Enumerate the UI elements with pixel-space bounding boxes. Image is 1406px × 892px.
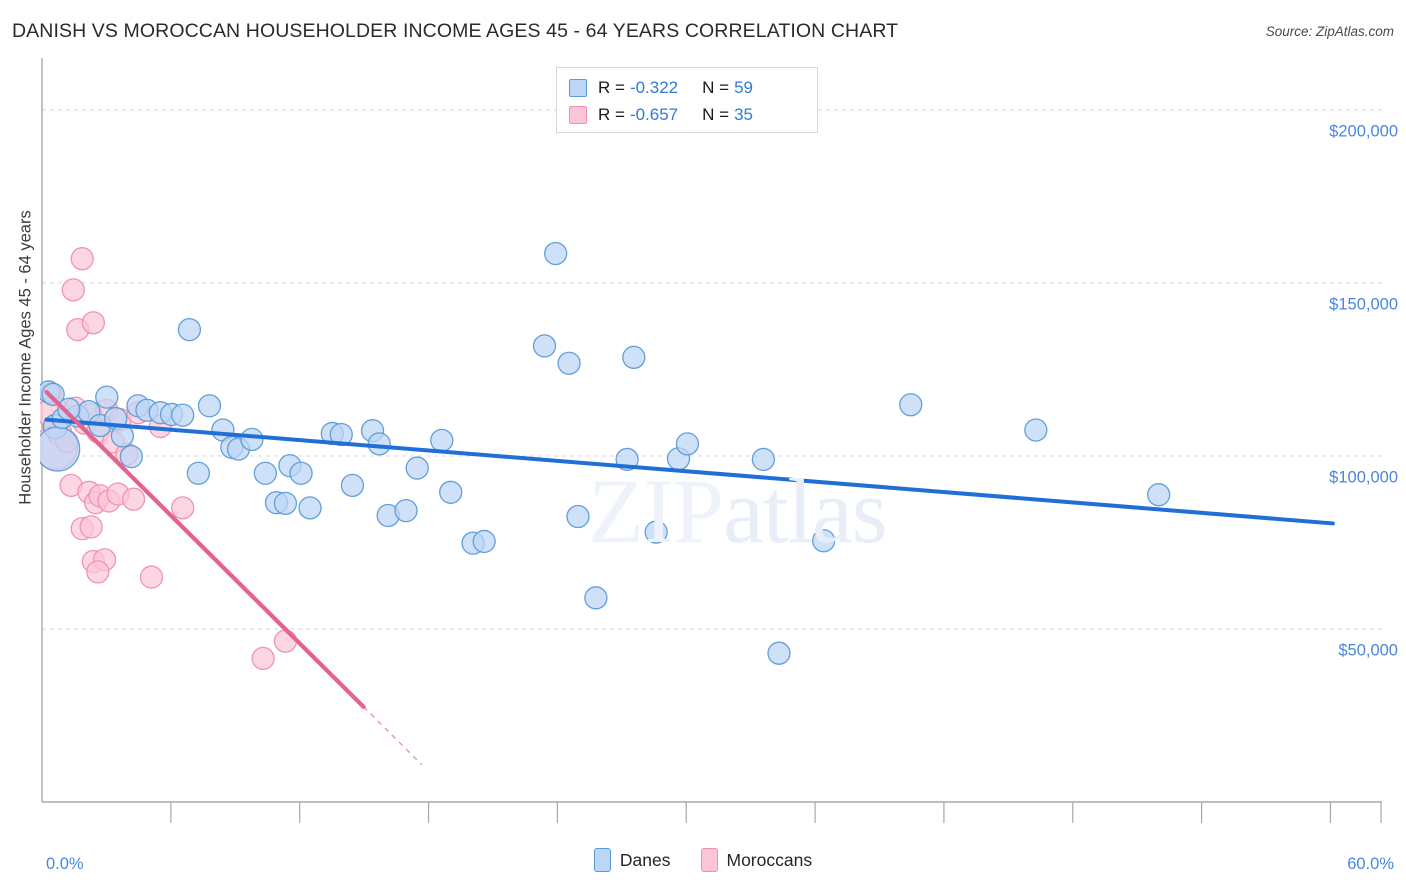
data-point[interactable] — [329, 422, 353, 447]
series-legend-item-danes[interactable]: Danes — [593, 848, 671, 872]
trendline-moroccans — [44, 389, 366, 709]
data-point[interactable] — [81, 311, 106, 335]
series-label-danes: Danes — [619, 849, 671, 870]
data-point[interactable] — [675, 432, 700, 456]
r-label-danes: R = — [598, 77, 625, 97]
data-point[interactable] — [119, 444, 143, 469]
correlation-row-moroccans: R = -0.657 N = 35 — [569, 101, 807, 128]
y-tick-label: $150,000 — [1329, 295, 1398, 314]
data-point[interactable] — [289, 461, 313, 485]
data-point[interactable] — [584, 586, 608, 610]
y-tick-label: $200,000 — [1329, 122, 1398, 141]
data-point[interactable] — [340, 473, 365, 498]
data-point[interactable] — [171, 403, 195, 427]
y-tick-label: $50,000 — [1338, 641, 1398, 660]
trendline-danes — [44, 417, 1335, 526]
data-point[interactable] — [298, 496, 322, 520]
y-axis-label: Householder Income Ages 45 - 64 years — [16, 210, 35, 505]
data-point[interactable] — [622, 345, 646, 369]
data-point[interactable] — [367, 432, 391, 456]
data-point[interactable] — [812, 529, 836, 553]
correlation-legend: R = -0.322 N = 59 R = -0.657 N = 35 — [556, 67, 818, 133]
data-point[interactable] — [273, 491, 298, 516]
data-point[interactable] — [139, 565, 164, 589]
data-point[interactable] — [273, 629, 298, 653]
data-point[interactable] — [186, 461, 210, 485]
plot-canvas — [40, 58, 1382, 823]
data-point[interactable] — [79, 515, 103, 539]
data-point[interactable] — [177, 317, 202, 342]
data-point[interactable] — [439, 480, 463, 504]
series-legend: Danes Moroccans — [0, 848, 1406, 872]
data-point[interactable] — [544, 241, 568, 266]
data-point[interactable] — [557, 351, 581, 375]
data-point[interactable] — [644, 520, 668, 544]
trendline-moroccans-extension — [363, 706, 423, 765]
data-point[interactable] — [240, 427, 264, 451]
data-point[interactable] — [41, 382, 65, 407]
data-point[interactable] — [121, 487, 146, 511]
data-point[interactable] — [472, 529, 496, 554]
data-point[interactable] — [405, 456, 429, 480]
data-point[interactable] — [40, 426, 81, 472]
r-value-moroccans: -0.657 — [629, 104, 679, 124]
x-axis-max-label: 60.0% — [1347, 855, 1394, 873]
series-chip-moroccans-icon — [700, 848, 718, 872]
series-chip-danes-icon — [593, 848, 611, 872]
data-point[interactable] — [394, 498, 418, 523]
data-point[interactable] — [171, 496, 195, 520]
r-label-moroccans: R = — [598, 104, 625, 124]
data-point[interactable] — [751, 447, 776, 472]
page-title: DANISH VS MOROCCAN HOUSEHOLDER INCOME AG… — [12, 20, 899, 42]
r-value-danes: -0.322 — [629, 77, 679, 97]
data-point[interactable] — [1147, 483, 1171, 507]
legend-swatch-danes-icon — [569, 78, 587, 97]
data-point[interactable] — [532, 334, 557, 358]
n-label-moroccans: N = — [702, 104, 730, 124]
scatter-plot-area: ZIPatlas — [40, 58, 1382, 840]
data-point[interactable] — [566, 504, 590, 529]
series-legend-item-moroccans[interactable]: Moroccans — [700, 848, 813, 872]
legend-swatch-moroccans-icon — [569, 105, 587, 124]
data-point[interactable] — [251, 646, 275, 671]
data-point[interactable] — [899, 393, 923, 417]
source-attribution: Source: ZipAtlas.com — [1265, 24, 1394, 39]
n-label-danes: N = — [702, 77, 730, 97]
series-points-moroccans — [40, 247, 298, 671]
x-axis-min-label: 0.0% — [46, 855, 84, 873]
y-tick-label: $100,000 — [1329, 468, 1398, 487]
data-point[interactable] — [70, 247, 94, 271]
data-point[interactable] — [767, 641, 791, 665]
n-value-danes: 59 — [734, 77, 753, 97]
series-label-moroccans: Moroccans — [726, 849, 813, 870]
correlation-row-danes: R = -0.322 N = 59 — [569, 74, 807, 101]
n-value-moroccans: 35 — [734, 104, 753, 124]
data-point[interactable] — [61, 278, 85, 302]
data-point[interactable] — [86, 560, 110, 584]
data-point[interactable] — [95, 385, 119, 409]
data-point[interactable] — [197, 394, 222, 418]
data-point[interactable] — [430, 428, 454, 453]
series-points-danes — [40, 241, 1171, 665]
data-point[interactable] — [1024, 418, 1048, 442]
data-point[interactable] — [253, 461, 277, 485]
